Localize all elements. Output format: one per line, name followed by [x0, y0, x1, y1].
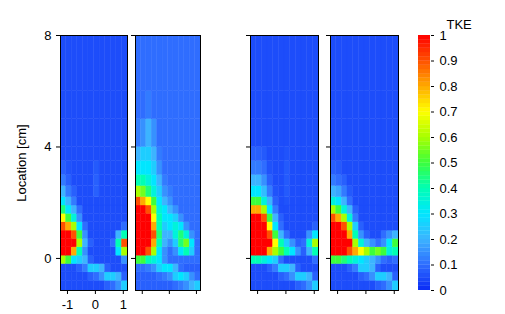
svg-text:1: 1 — [120, 297, 127, 312]
svg-text:1: 1 — [439, 27, 447, 43]
svg-text:0.9: 0.9 — [440, 53, 458, 68]
svg-text:0: 0 — [92, 297, 99, 312]
svg-text:0: 0 — [44, 251, 51, 266]
svg-text:0.5: 0.5 — [440, 155, 458, 170]
svg-text:0.4: 0.4 — [440, 181, 458, 196]
svg-text:0.8: 0.8 — [440, 79, 458, 94]
svg-text:0.6: 0.6 — [440, 130, 458, 145]
svg-text:Location [cm]: Location [cm] — [14, 124, 29, 201]
svg-text:0: 0 — [440, 283, 447, 298]
svg-text:0.3: 0.3 — [440, 206, 458, 221]
svg-text:0.2: 0.2 — [440, 232, 458, 247]
svg-text:TKE: TKE — [447, 17, 473, 32]
svg-text:4: 4 — [44, 139, 51, 154]
svg-text:8: 8 — [44, 28, 51, 43]
svg-text:0.1: 0.1 — [440, 257, 458, 272]
svg-text:0.7: 0.7 — [440, 104, 458, 119]
svg-text:-1: -1 — [62, 297, 74, 312]
